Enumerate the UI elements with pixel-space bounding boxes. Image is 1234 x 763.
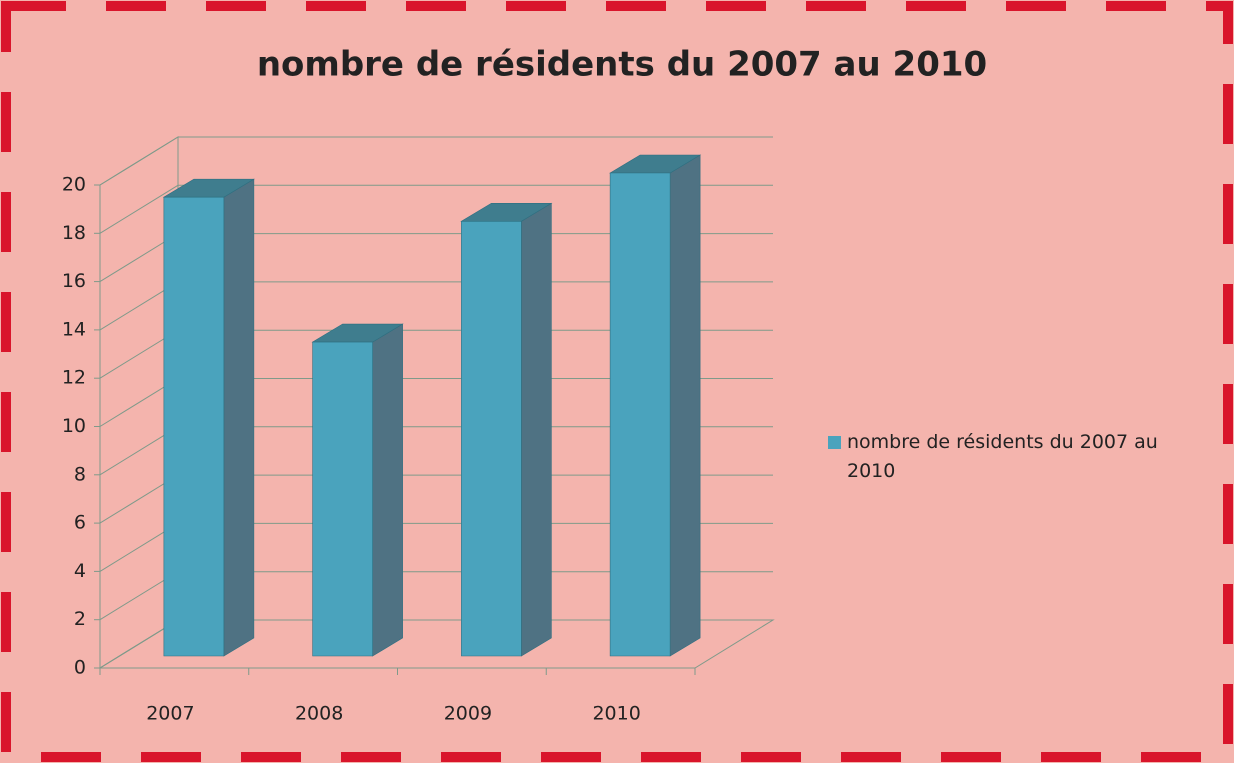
legend-swatch xyxy=(828,436,841,449)
y-tick-label: 12 xyxy=(62,367,86,389)
y-tick-label: 18 xyxy=(62,222,86,244)
y-tick-label: 20 xyxy=(62,174,86,196)
x-tick-label: 2010 xyxy=(592,703,640,725)
bar xyxy=(460,202,553,657)
x-tick-label: 2007 xyxy=(146,703,194,725)
chart-title: nombre de résidents du 2007 au 2010 xyxy=(257,45,987,85)
x-tick-label: 2008 xyxy=(295,703,343,725)
legend-label: nombre de résidents du 2007 au 2010 xyxy=(847,431,1158,482)
y-tick-label: 8 xyxy=(74,463,86,485)
y-tick-label: 16 xyxy=(62,270,86,292)
y-tick-label: 4 xyxy=(74,560,86,582)
y-tick-label: 10 xyxy=(62,415,86,437)
grid-line xyxy=(99,136,773,186)
bar xyxy=(311,323,404,657)
bar xyxy=(609,154,702,657)
y-tick-label: 2 xyxy=(74,608,86,630)
y-tick-label: 0 xyxy=(74,657,86,679)
y-tick-label: 14 xyxy=(62,318,86,340)
grid-line xyxy=(99,184,773,234)
x-tick-label: 2009 xyxy=(444,703,492,725)
bar xyxy=(162,178,255,657)
legend: nombre de résidents du 2007 au 2010 xyxy=(828,428,1208,486)
y-tick-label: 6 xyxy=(74,512,86,534)
